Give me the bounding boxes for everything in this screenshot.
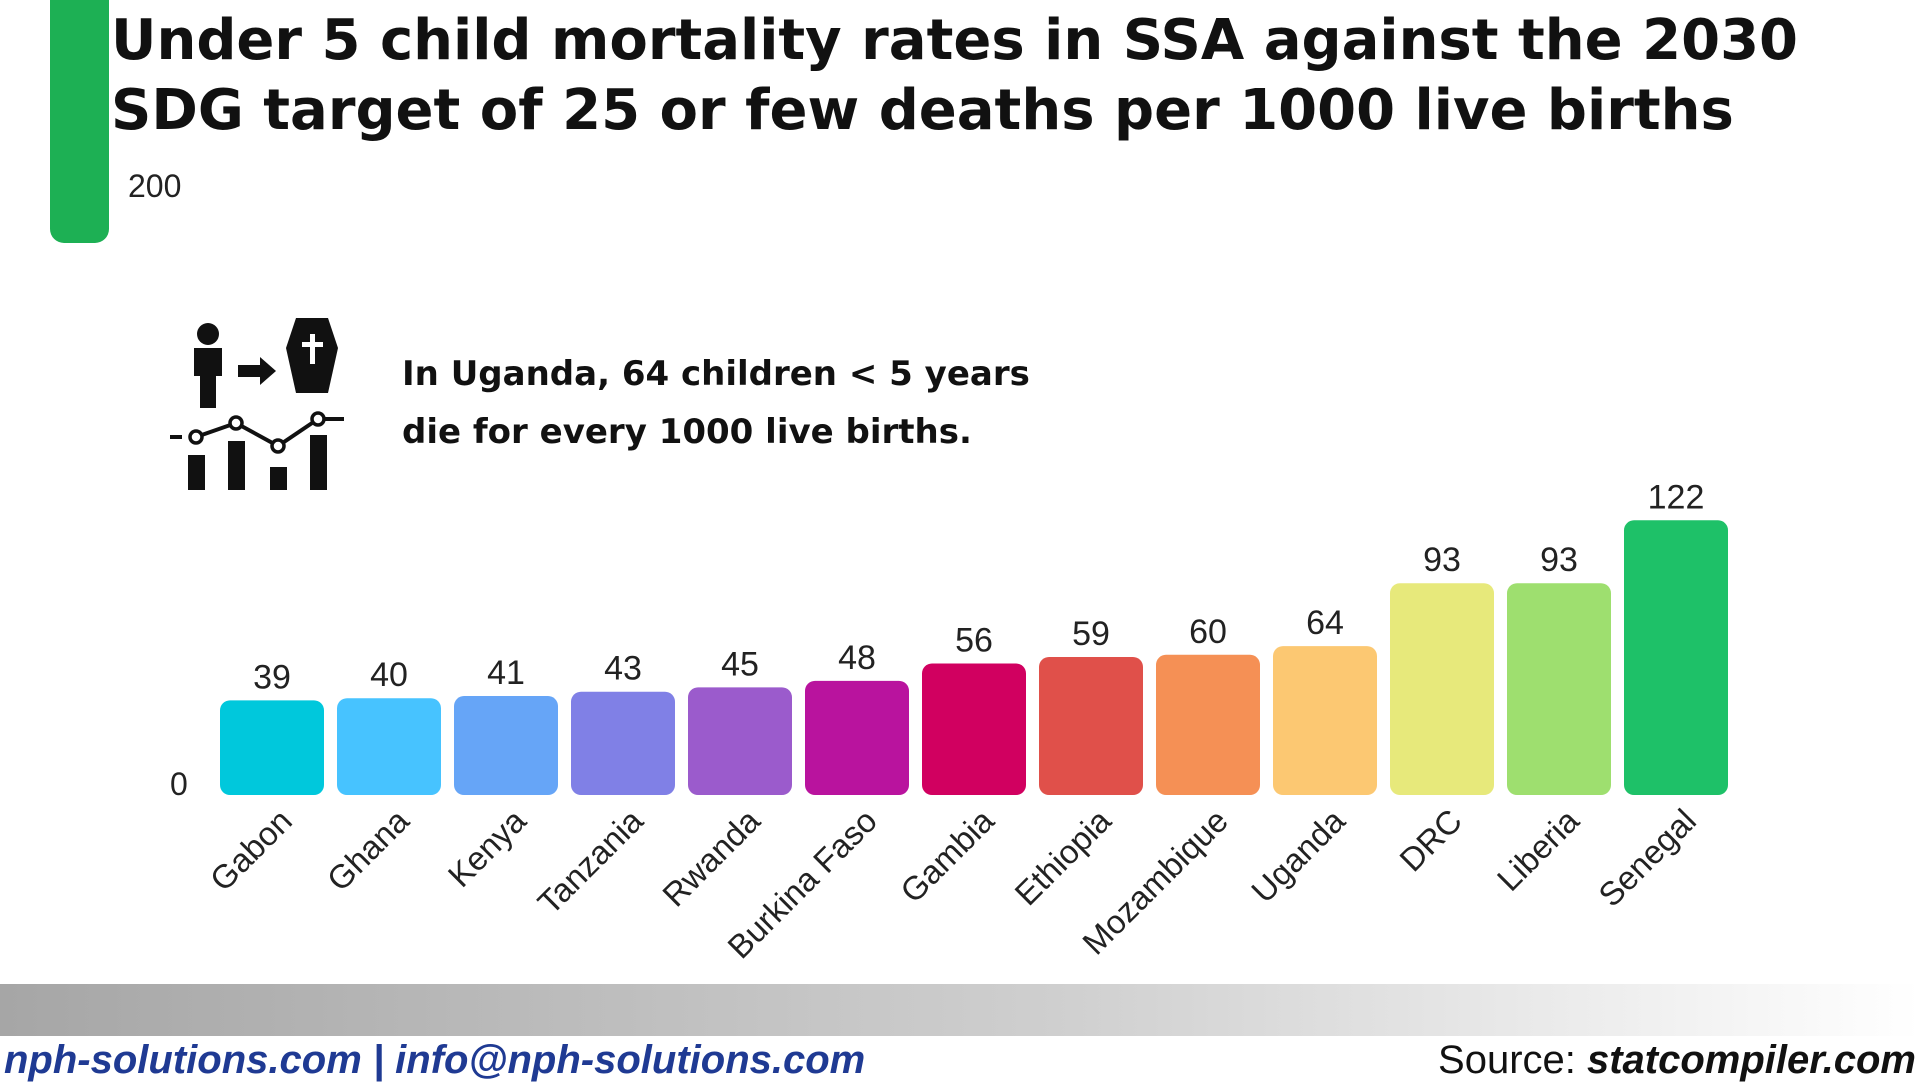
data-label-tanzania: 43	[604, 650, 642, 688]
line-chart-icon	[170, 411, 344, 454]
data-label-ghana: 40	[370, 656, 408, 694]
category-label-senegal: Senegal	[1591, 802, 1703, 914]
bar-chart-icon	[188, 435, 327, 490]
data-label-gabon: 39	[253, 658, 291, 696]
annotation-line-2: die for every 1000 live births.	[402, 412, 972, 452]
data-label-senegal: 122	[1648, 478, 1705, 516]
accent-bar	[50, 0, 109, 243]
category-label-rwanda: Rwanda	[655, 801, 767, 913]
bar-burkina-faso	[805, 680, 909, 795]
category-label-uganda: Uganda	[1244, 801, 1352, 909]
child-icon	[194, 323, 222, 408]
data-label-liberia: 93	[1540, 541, 1578, 579]
annotation-line-1: In Uganda, 64 children < 5 years	[402, 354, 1030, 394]
category-label-ethiopia: Ethiopia	[1007, 801, 1118, 912]
arrow-right-icon	[238, 357, 276, 385]
bar-gabon	[220, 700, 324, 795]
bar-rwanda	[688, 687, 792, 795]
bar-mozambique	[1156, 654, 1260, 795]
category-label-tanzania: Tanzania	[530, 801, 650, 921]
data-label-ethiopia: 59	[1072, 615, 1110, 653]
chart-title: Under 5 child mortality rates in SSA aga…	[111, 8, 1798, 143]
category-label-ghana: Ghana	[320, 801, 417, 898]
bar-senegal	[1624, 520, 1728, 795]
category-label-drc: DRC	[1392, 802, 1469, 879]
bar-drc	[1390, 583, 1494, 795]
data-label-rwanda: 45	[721, 645, 759, 683]
bar-ghana	[337, 698, 441, 795]
y-tick-label-top: 200	[128, 168, 182, 204]
uganda-annotation: In Uganda, 64 children < 5 years die for…	[402, 345, 1102, 461]
data-label-burkina-faso: 48	[838, 639, 876, 677]
y-tick-label-zero: 0	[170, 766, 188, 802]
source-label: Source:	[1438, 1038, 1587, 1082]
data-label-kenya: 41	[487, 654, 525, 692]
bar-uganda	[1273, 646, 1377, 795]
bar-liberia	[1507, 583, 1611, 795]
category-label-kenya: Kenya	[441, 801, 534, 894]
category-label-gabon: Gabon	[203, 802, 299, 898]
bar-ethiopia	[1039, 656, 1143, 795]
category-label-liberia: Liberia	[1490, 801, 1587, 898]
footer-band	[0, 984, 1920, 1036]
data-label-uganda: 64	[1306, 604, 1344, 642]
source-value[interactable]: statcompiler.com	[1586, 1038, 1916, 1082]
data-label-gambia: 56	[955, 621, 993, 659]
footer-source: Source: statcompiler.com	[1438, 1038, 1916, 1083]
category-label-gambia: Gambia	[893, 801, 1001, 909]
data-label-mozambique: 60	[1189, 613, 1227, 651]
bar-gambia	[922, 663, 1026, 795]
coffin-icon	[286, 318, 338, 393]
bar-tanzania	[571, 691, 675, 795]
mortality-icon-group	[168, 318, 348, 493]
data-label-drc: 93	[1423, 541, 1461, 579]
footer-contact[interactable]: nph-solutions.com | info@nph-solutions.c…	[4, 1038, 866, 1082]
bar-kenya	[454, 696, 558, 795]
